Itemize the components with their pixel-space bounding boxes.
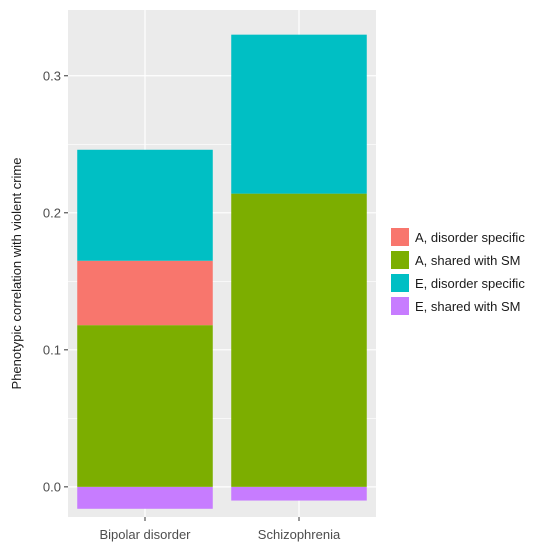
bar-schizophrenia-e-shared-with-sm [231, 486, 367, 501]
legend-label-e-disorder-specific: E, disorder specific [415, 276, 525, 291]
bar-schizophrenia-e-disorder-specific [231, 34, 367, 194]
y-tick-label: 0.3 [43, 68, 61, 83]
bar-schizophrenia-a-shared-with-sm [231, 193, 367, 487]
legend-swatch-a-disorder-specific [391, 228, 409, 246]
bar-bipolar-disorder-a-disorder-specific [77, 260, 213, 326]
bar-bipolar-disorder-a-shared-with-sm [77, 325, 213, 487]
bars [77, 34, 367, 509]
bar-bipolar-disorder-e-disorder-specific [77, 149, 213, 261]
bar-bipolar-disorder-e-shared-with-sm [77, 486, 213, 509]
legend-swatch-a-shared-with-sm [391, 251, 409, 269]
legend-swatch-e-shared-with-sm [391, 297, 409, 315]
legend: A, disorder specific A, shared with SM E, … [391, 228, 525, 315]
y-axis: 0.0 0.1 0.2 0.3 [43, 68, 68, 494]
x-tick-label-schizophrenia: Schizophrenia [258, 527, 341, 542]
legend-label-e-shared-with-sm: E, shared with SM [415, 299, 521, 314]
y-tick-label: 0.1 [43, 342, 61, 357]
y-tick-label: 0.0 [43, 479, 61, 494]
legend-label-a-disorder-specific: A, disorder specific [415, 230, 525, 245]
y-tick-label: 0.2 [43, 205, 61, 220]
legend-swatch-e-disorder-specific [391, 274, 409, 292]
legend-label-a-shared-with-sm: A, shared with SM [415, 253, 521, 268]
y-axis-title: Phenotypic correlation with violent crim… [9, 158, 24, 390]
x-axis: Bipolar disorder Schizophrenia [99, 517, 341, 542]
x-tick-label-bipolar-disorder: Bipolar disorder [99, 527, 191, 542]
